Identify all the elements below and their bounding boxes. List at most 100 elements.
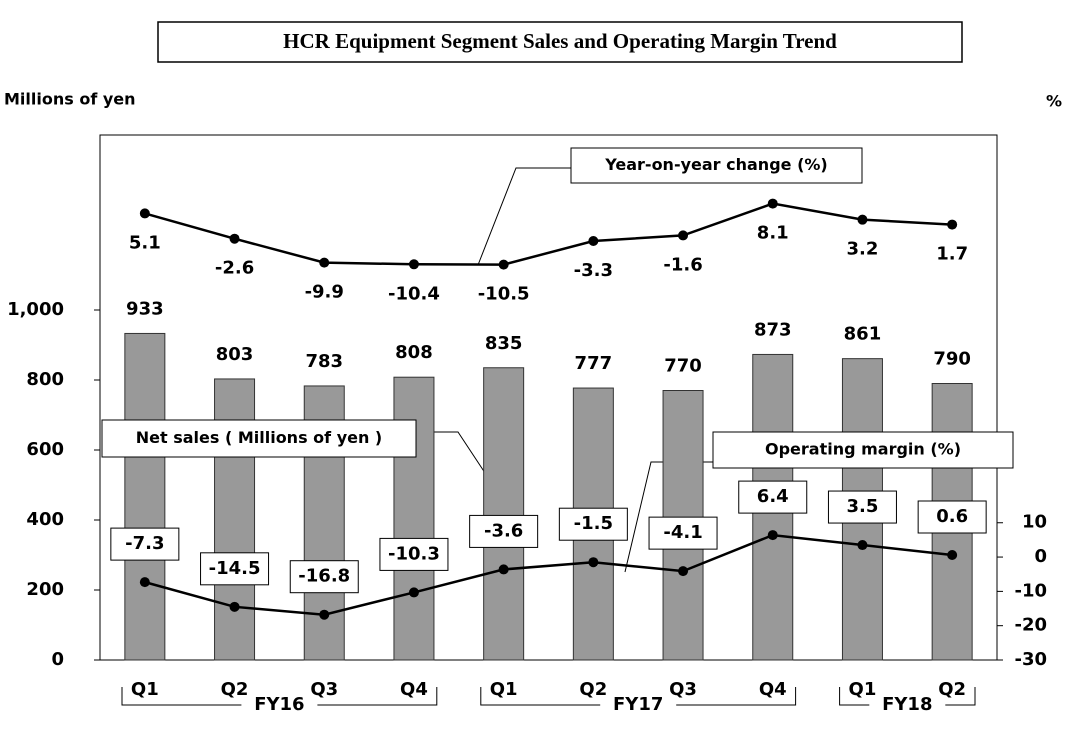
x-tick-label: Q3 [310, 679, 338, 700]
y2-tick-label: -10 [1014, 580, 1047, 601]
line-value-label: -1.6 [663, 254, 702, 275]
y2-tick-label: 0 [1034, 546, 1047, 567]
line-value-label: -3.6 [484, 520, 523, 541]
value-label-box [558, 507, 628, 541]
point [319, 257, 330, 268]
y-tick-label: 1,000 [7, 299, 64, 320]
point [857, 214, 868, 225]
point [588, 235, 599, 246]
bar [483, 367, 525, 661]
point [588, 557, 599, 568]
x-tick-label: Q4 [400, 679, 428, 700]
bar-value-label: 783 [305, 351, 343, 372]
line [144, 202, 953, 266]
value-label-box [289, 560, 359, 594]
point [229, 601, 240, 612]
line-value-label: -14.5 [209, 558, 261, 579]
value-label-box [648, 516, 718, 550]
point [678, 230, 689, 241]
bar-value-label: 803 [216, 344, 254, 365]
callout-leader [477, 167, 571, 266]
value-label-box [917, 500, 987, 534]
line-value-label: 8.1 [757, 223, 789, 244]
bar-value-label: 770 [664, 356, 702, 377]
legend-box [712, 431, 1014, 469]
line-value-label: 3.2 [847, 239, 879, 260]
plot-frame [99, 134, 998, 661]
x-tick-label: Q1 [849, 679, 877, 700]
y-tick-label: 800 [26, 369, 64, 390]
x-tick-label: Q2 [938, 679, 966, 700]
line-value-label: -7.3 [125, 533, 164, 554]
point [139, 577, 150, 588]
group-bracket [317, 687, 438, 706]
y2-tick-label: -20 [1014, 615, 1047, 636]
y2-tick-label: -30 [1014, 649, 1047, 670]
line-value-label: -9.9 [305, 282, 344, 303]
line [144, 533, 953, 616]
value-label-box [200, 552, 270, 586]
point [857, 540, 868, 551]
chart-title: HCR Equipment Segment Sales and Operatin… [283, 29, 837, 53]
line-value-label: 1.7 [936, 244, 968, 265]
group-bracket [480, 687, 601, 706]
value-label-box [738, 480, 808, 514]
y2-axis-label: % [1046, 92, 1062, 111]
line-value-label: -16.8 [298, 566, 350, 587]
line-value-label: -10.5 [478, 284, 530, 305]
line-value-label: -3.3 [574, 260, 613, 281]
value-label-box [469, 514, 539, 548]
legend-label: Year-on-year change (%) [604, 155, 827, 174]
line-value-label: -2.6 [215, 258, 254, 279]
group-label: FY17 [613, 694, 663, 715]
bar-value-label: 861 [844, 324, 882, 345]
bar [124, 332, 166, 661]
y-tick-label: 200 [26, 579, 64, 600]
point [229, 233, 240, 244]
y-axis-label: Millions of yen [4, 90, 136, 109]
bar-value-label: 873 [754, 319, 792, 340]
legend-box [101, 419, 417, 458]
value-label-box [379, 537, 449, 571]
x-tick-label: Q1 [131, 679, 159, 700]
y-tick-label: 0 [51, 649, 64, 670]
value-label-box [110, 527, 180, 561]
y-tick-label: 400 [26, 509, 64, 530]
x-tick-label: Q2 [221, 679, 249, 700]
line-value-label: -1.5 [574, 513, 613, 534]
point [947, 219, 958, 230]
group-bracket [676, 687, 797, 706]
point [767, 198, 778, 209]
legend-box [570, 147, 863, 184]
point [767, 530, 778, 541]
x-tick-label: Q2 [579, 679, 607, 700]
line-value-label: -10.3 [388, 543, 440, 564]
x-tick-label: Q3 [669, 679, 697, 700]
title-box [157, 21, 963, 63]
line-value-label: -10.4 [388, 283, 440, 304]
y2-tick-label: 10 [1022, 512, 1047, 533]
point [498, 259, 509, 270]
legend-label: Net sales ( Millions of yen ) [136, 428, 383, 447]
group-bracket [945, 687, 976, 706]
line-value-label: 3.5 [847, 496, 879, 517]
line-value-label: -4.1 [663, 522, 702, 543]
bar-value-label: 808 [395, 342, 433, 363]
line-value-label: 0.6 [936, 506, 968, 527]
bar-value-label: 777 [575, 353, 613, 374]
group-label: FY16 [254, 694, 304, 715]
legend-label: Operating margin (%) [765, 440, 961, 459]
bar-value-label: 835 [485, 333, 523, 354]
group-bracket [839, 687, 870, 706]
line-value-label: 6.4 [757, 486, 789, 507]
point [947, 550, 958, 560]
point [139, 208, 150, 219]
point [319, 609, 330, 620]
value-label-box [827, 490, 897, 524]
bar-value-label: 790 [933, 349, 971, 370]
y-tick-label: 600 [26, 439, 64, 460]
x-tick-label: Q1 [490, 679, 518, 700]
group-bracket [121, 687, 242, 706]
